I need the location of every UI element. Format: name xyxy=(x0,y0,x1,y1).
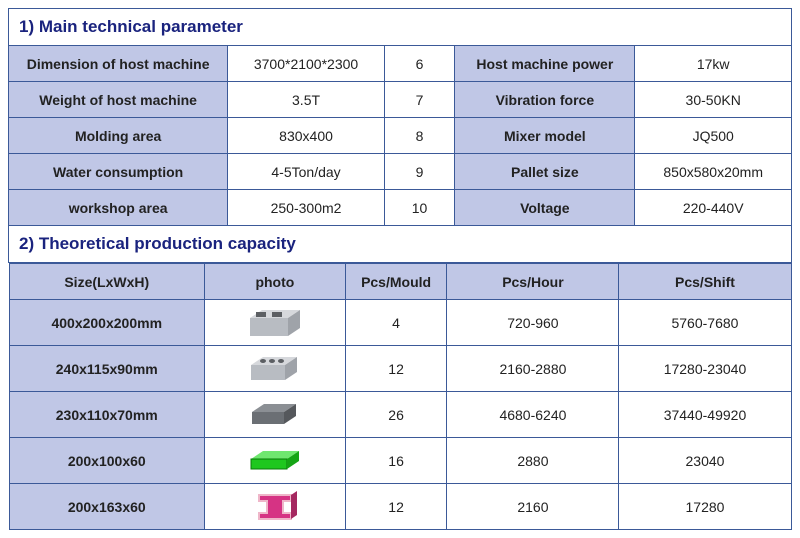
param-index: 6 xyxy=(384,46,454,82)
param-value-right: 850x580x20mm xyxy=(635,154,792,190)
capacity-pcs-mould: 12 xyxy=(345,346,447,392)
green-paver-icon xyxy=(205,438,346,484)
param-label-right: Vibration force xyxy=(455,82,635,118)
capacity-pcs-mould: 26 xyxy=(345,392,447,438)
capacity-pcs-mould: 12 xyxy=(345,484,447,530)
capacity-pcs-hour: 720-960 xyxy=(447,300,619,346)
capacity-header: Size(LxWxH) xyxy=(9,264,205,300)
param-label-left: workshop area xyxy=(9,190,228,226)
capacity-pcs-hour: 2160 xyxy=(447,484,619,530)
i-paver-icon xyxy=(205,484,346,530)
param-value-left: 3700*2100*2300 xyxy=(228,46,385,82)
solid-brick-icon xyxy=(205,392,346,438)
section-1-title: 1) Main technical parameter xyxy=(9,9,792,46)
param-index: 8 xyxy=(384,118,454,154)
capacity-header: Pcs/Shift xyxy=(619,264,791,300)
param-value-right: 17kw xyxy=(635,46,792,82)
param-value-left: 3.5T xyxy=(228,82,385,118)
param-value-left: 250-300m2 xyxy=(228,190,385,226)
param-label-left: Dimension of host machine xyxy=(9,46,228,82)
param-label-left: Weight of host machine xyxy=(9,82,228,118)
capacity-pcs-hour: 2160-2880 xyxy=(447,346,619,392)
capacity-size: 230x110x70mm xyxy=(9,392,205,438)
capacity-pcs-shift: 17280 xyxy=(619,484,791,530)
param-label-left: Molding area xyxy=(9,118,228,154)
hollow-block-small-icon xyxy=(205,346,346,392)
capacity-header: Pcs/Mould xyxy=(345,264,447,300)
param-label-right: Voltage xyxy=(455,190,635,226)
param-label-left: Water consumption xyxy=(9,154,228,190)
capacity-table: Size(LxWxH)photoPcs/MouldPcs/HourPcs/Shi… xyxy=(9,263,792,530)
capacity-pcs-shift: 5760-7680 xyxy=(619,300,791,346)
capacity-size: 200x163x60 xyxy=(9,484,205,530)
param-index: 10 xyxy=(384,190,454,226)
capacity-pcs-hour: 2880 xyxy=(447,438,619,484)
param-value-right: 220-440V xyxy=(635,190,792,226)
capacity-pcs-shift: 23040 xyxy=(619,438,791,484)
capacity-size: 400x200x200mm xyxy=(9,300,205,346)
param-label-right: Mixer model xyxy=(455,118,635,154)
section-2-title: 2) Theoretical production capacity xyxy=(9,226,792,263)
param-value-left: 4-5Ton/day xyxy=(228,154,385,190)
capacity-pcs-mould: 4 xyxy=(345,300,447,346)
capacity-size: 200x100x60 xyxy=(9,438,205,484)
param-value-right: JQ500 xyxy=(635,118,792,154)
capacity-pcs-mould: 16 xyxy=(345,438,447,484)
capacity-pcs-shift: 37440-49920 xyxy=(619,392,791,438)
param-value-left: 830x400 xyxy=(228,118,385,154)
capacity-header: Pcs/Hour xyxy=(447,264,619,300)
hollow-block-large-icon xyxy=(205,300,346,346)
capacity-pcs-hour: 4680-6240 xyxy=(447,392,619,438)
param-index: 7 xyxy=(384,82,454,118)
capacity-pcs-shift: 17280-23040 xyxy=(619,346,791,392)
param-value-right: 30-50KN xyxy=(635,82,792,118)
capacity-header: photo xyxy=(205,264,346,300)
param-label-right: Host machine power xyxy=(455,46,635,82)
capacity-size: 240x115x90mm xyxy=(9,346,205,392)
spec-table: 1) Main technical parameterDimension of … xyxy=(8,8,792,530)
param-label-right: Pallet size xyxy=(455,154,635,190)
param-index: 9 xyxy=(384,154,454,190)
